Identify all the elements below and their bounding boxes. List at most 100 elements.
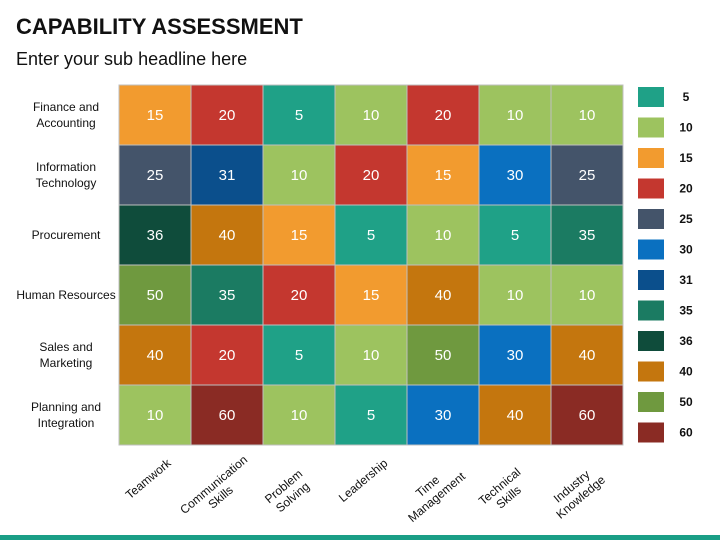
legend-label: 20	[679, 182, 693, 196]
cell-label: 5	[367, 407, 375, 424]
cell-label: 60	[219, 407, 236, 424]
cell-label: 50	[147, 287, 164, 304]
legend-swatch	[638, 178, 664, 199]
heatmap-cell	[406, 144, 480, 206]
legend-label: 36	[679, 334, 693, 348]
cell-label: 20	[291, 287, 308, 304]
heatmap-cell	[550, 204, 624, 266]
heatmap-cell	[334, 144, 408, 206]
cell-label: 5	[367, 227, 375, 244]
cell-label: 10	[363, 107, 380, 124]
row-label: Planning and Integration	[30, 400, 102, 430]
cell-label: 20	[363, 167, 380, 184]
legend-label: 30	[679, 243, 693, 257]
row-label: Sales and Marketing	[39, 340, 93, 370]
heatmap-cell	[406, 384, 480, 446]
heatmap-cell	[550, 144, 624, 206]
cell-label: 15	[435, 167, 452, 184]
row-label: Human Resources	[16, 288, 116, 302]
legend-label: 50	[679, 395, 693, 409]
cell-label: 10	[291, 167, 308, 184]
cell-label: 40	[219, 227, 236, 244]
cell-label: 40	[147, 347, 164, 364]
heatmap-cell	[334, 384, 408, 446]
legend-label: 35	[679, 304, 693, 318]
legend-swatch	[638, 270, 664, 290]
legend-label: 31	[679, 273, 693, 287]
legend-label: 15	[679, 151, 693, 165]
legend-label: 60	[679, 426, 693, 440]
heatmap-cell	[118, 204, 192, 266]
cell-label: 10	[507, 107, 524, 124]
cell-label: 30	[507, 167, 524, 184]
legend-label: 25	[679, 212, 693, 226]
heatmap-cell	[118, 84, 192, 146]
cell-label: 40	[579, 347, 596, 364]
cell-label: 15	[363, 287, 380, 304]
cell-label: 60	[579, 407, 596, 424]
cell-label: 10	[507, 287, 524, 304]
footer-stripe	[0, 535, 720, 540]
cell-label: 10	[579, 287, 596, 304]
cell-label: 5	[295, 347, 303, 364]
heatmap-cell	[190, 264, 264, 326]
cell-label: 15	[291, 227, 308, 244]
heatmap-cell	[334, 204, 408, 266]
cell-label: 40	[507, 407, 524, 424]
cell-label: 25	[579, 167, 596, 184]
cell-label: 30	[507, 347, 524, 364]
heatmap-cell	[118, 264, 192, 326]
chart-title: CAPABILITY ASSESSMENT	[16, 14, 303, 39]
heatmap-cell	[190, 204, 264, 266]
legend-swatch	[638, 239, 664, 260]
heatmap-cell	[262, 324, 336, 386]
cell-label: 36	[147, 227, 164, 244]
cell-label: 10	[291, 407, 308, 424]
cell-label: 25	[147, 167, 164, 184]
legend-swatch	[638, 87, 664, 107]
legend-swatch	[638, 209, 664, 229]
cell-label: 10	[363, 347, 380, 364]
heatmap-cell	[262, 264, 336, 326]
legend-label: 10	[679, 121, 693, 135]
heatmap-cell	[550, 324, 624, 386]
legend-label: 40	[679, 365, 693, 379]
cell-label: 5	[295, 107, 303, 124]
cell-label: 10	[147, 407, 164, 424]
cell-label: 50	[435, 347, 452, 364]
legend-swatch	[638, 422, 664, 443]
row-label: Information Technology	[35, 160, 97, 190]
cell-label: 30	[435, 407, 452, 424]
heatmap-cell	[334, 324, 408, 386]
legend-swatch	[638, 392, 664, 412]
heatmap-cell	[118, 144, 192, 206]
cell-label: 20	[219, 107, 236, 124]
heatmap-cell	[406, 264, 480, 326]
row-label: Finance and Accounting	[32, 100, 100, 130]
legend-swatch	[638, 361, 664, 382]
heatmap-cell	[478, 204, 552, 266]
cell-label: 20	[219, 347, 236, 364]
heatmap-cell	[550, 384, 624, 446]
heatmap-cell	[262, 204, 336, 266]
cell-label: 10	[435, 227, 452, 244]
heatmap-cell	[334, 264, 408, 326]
heatmap-cell	[190, 144, 264, 206]
cell-label: 5	[511, 227, 519, 244]
cell-label: 20	[435, 107, 452, 124]
chart-subtitle: Enter your sub headline here	[16, 49, 248, 69]
heatmap-cell	[118, 384, 192, 446]
cell-label: 15	[147, 107, 164, 124]
heatmap-cell	[118, 324, 192, 386]
legend-swatch	[638, 331, 664, 351]
legend-swatch	[638, 300, 664, 321]
cell-label: 31	[219, 167, 236, 184]
cell-label: 10	[579, 107, 596, 124]
heatmap-cell	[478, 384, 552, 446]
legend-swatch	[638, 148, 664, 168]
heatmap-cell	[478, 324, 552, 386]
heatmap-cell	[550, 264, 624, 326]
heatmap-cell	[406, 204, 480, 266]
heatmap-cell	[262, 144, 336, 206]
